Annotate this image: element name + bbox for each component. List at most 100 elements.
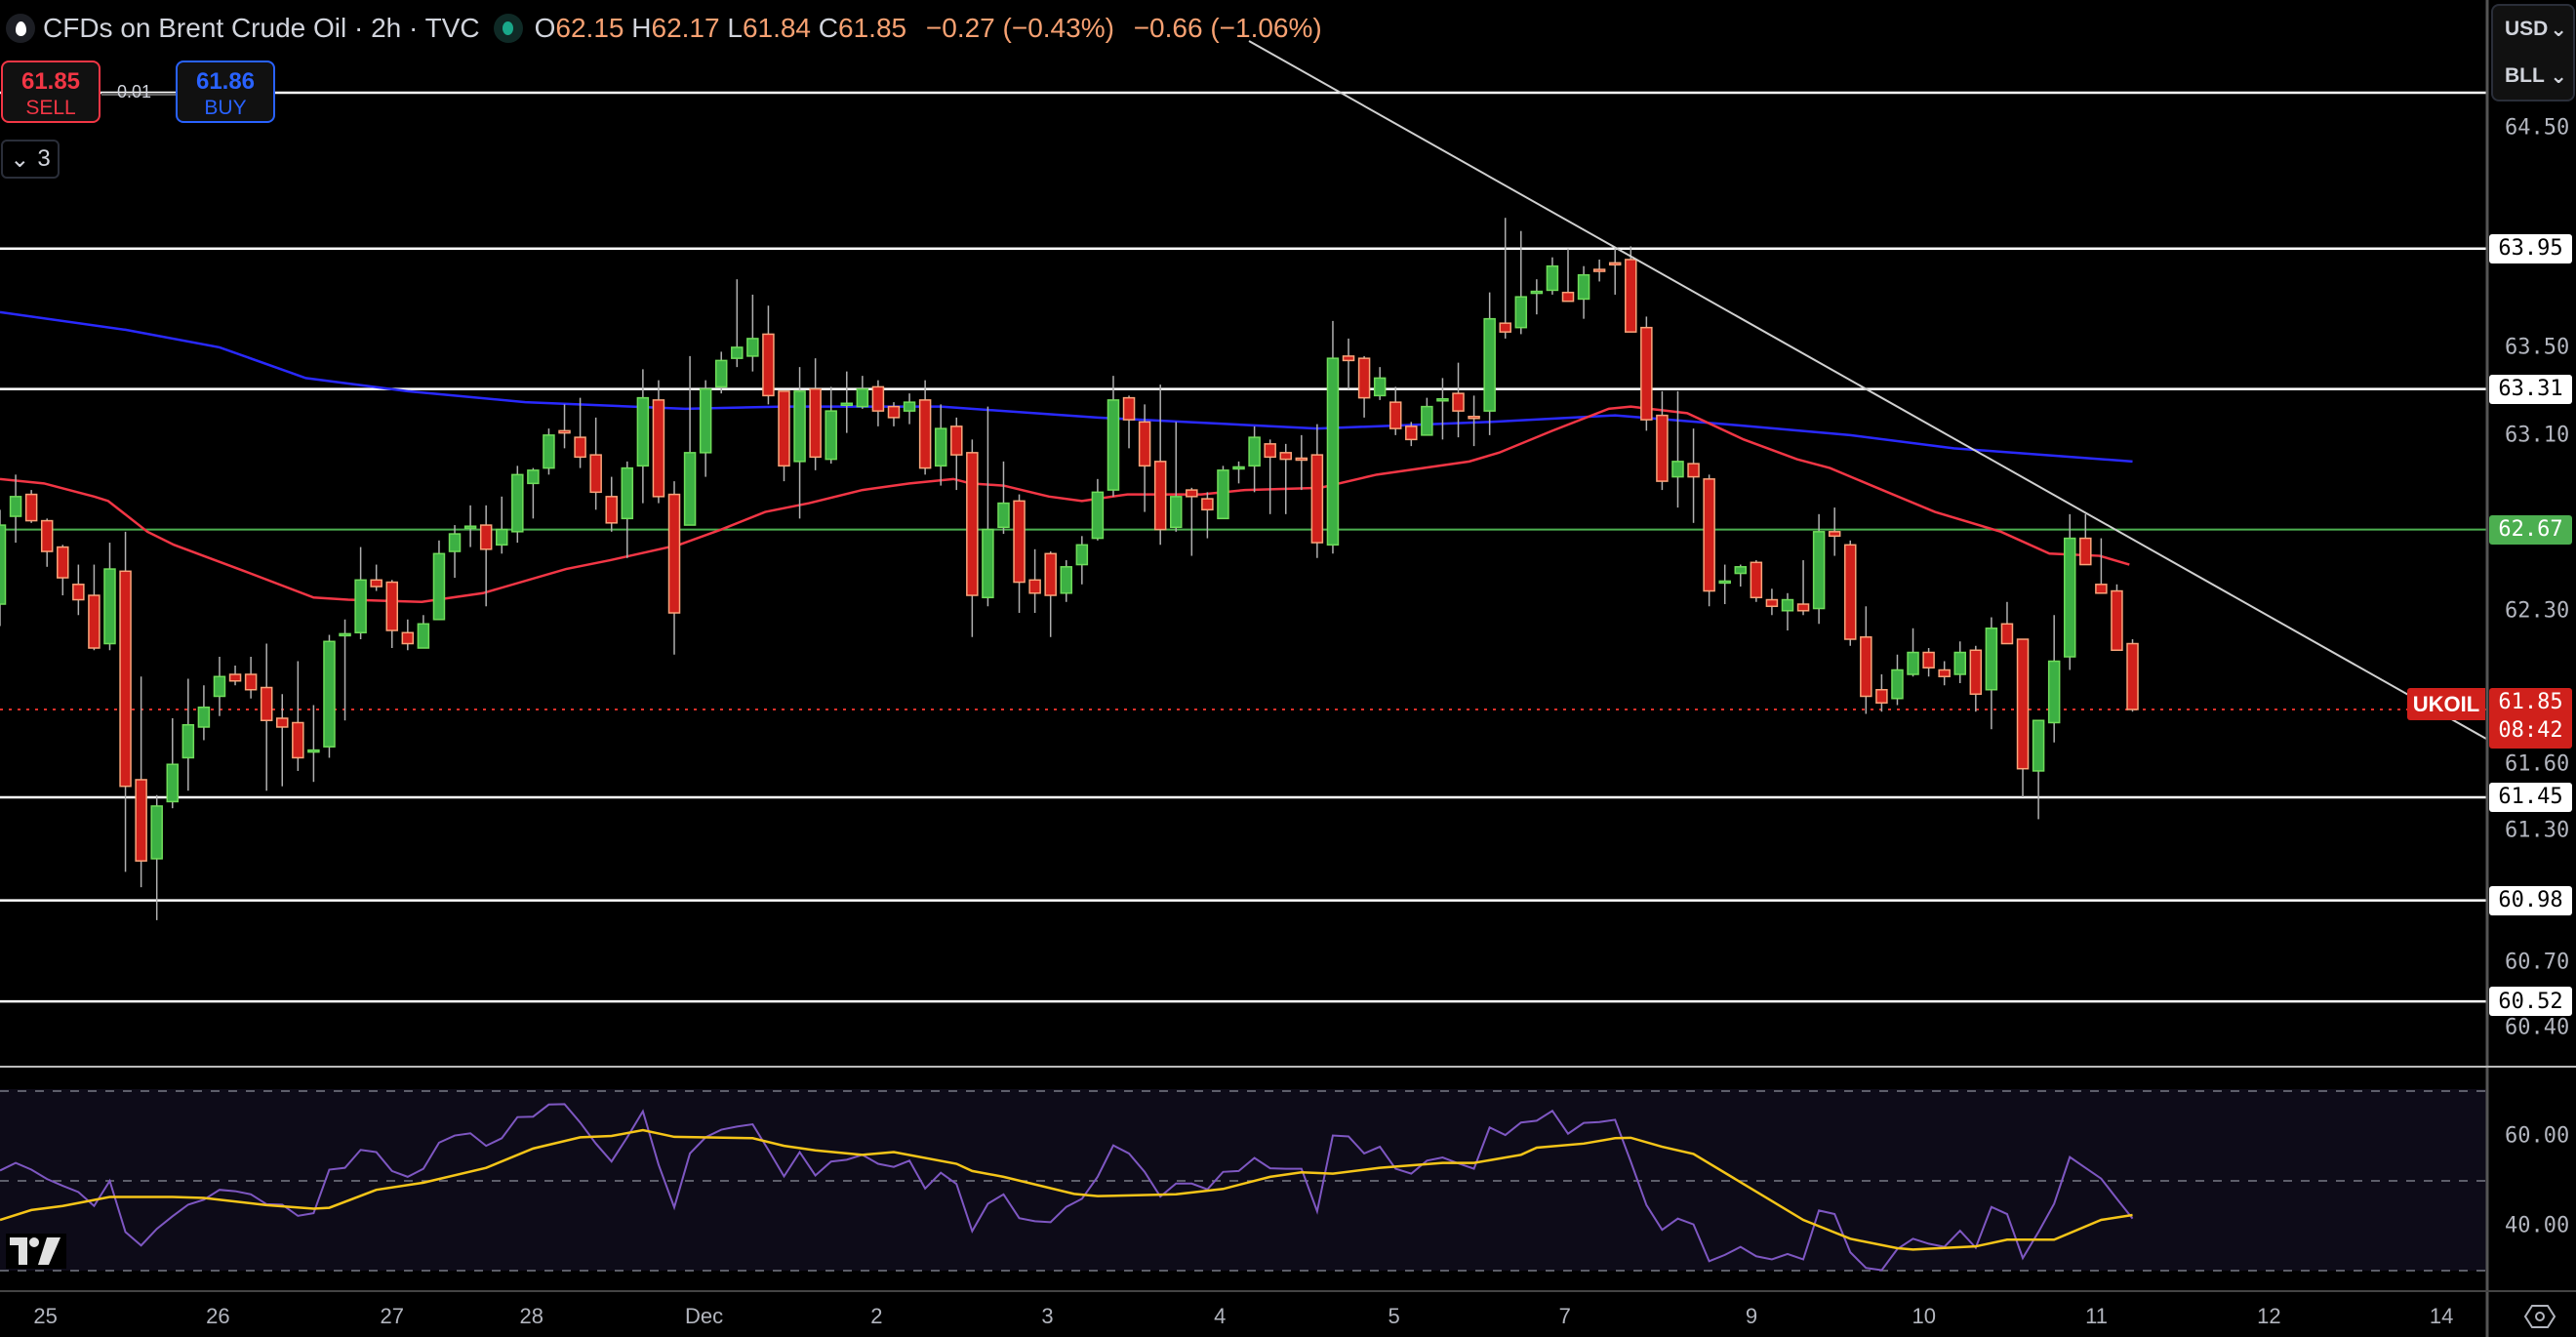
candle-body-up <box>1217 469 1229 520</box>
candles <box>0 218 2139 920</box>
candle <box>150 794 163 920</box>
candle-body-up <box>699 387 712 454</box>
close-label: C <box>818 13 839 43</box>
candle <box>1828 507 1841 556</box>
candle <box>605 476 618 532</box>
candle <box>1592 259 1606 282</box>
candle <box>1452 362 1465 438</box>
buy-button[interactable]: 61.86 BUY <box>176 61 275 123</box>
candle-body-down <box>228 673 242 682</box>
candle <box>1546 257 1559 295</box>
candle-body-down <box>1357 357 1371 399</box>
candle-body-down <box>809 387 822 459</box>
time-tick: 11 <box>2085 1304 2108 1328</box>
candle-body-down <box>1295 457 1308 462</box>
candle <box>339 619 351 721</box>
candle <box>1875 674 1888 712</box>
candle <box>1483 292 1496 435</box>
candle <box>479 505 493 607</box>
time-tick: 10 <box>1912 1304 1937 1328</box>
candle-body-up <box>527 469 540 485</box>
low-value: 61.84 <box>742 13 812 43</box>
candle-body-down <box>652 399 665 498</box>
candle-body-down <box>2095 584 2108 594</box>
time-tick: 12 <box>2257 1304 2281 1328</box>
candle <box>543 428 555 475</box>
candle-body-down <box>88 594 101 649</box>
candle-body-up <box>495 528 508 547</box>
trendline[interactable] <box>1248 40 2487 740</box>
candle <box>1075 536 1089 585</box>
candle-body-down <box>370 579 382 587</box>
time-tick: 27 <box>380 1304 404 1328</box>
candle <box>887 402 901 426</box>
candle <box>1217 466 1229 520</box>
axis-settings: USD ⌄ BLL ⌄ <box>2491 4 2575 101</box>
candle-body-up <box>2063 537 2076 658</box>
unit-dropdown[interactable]: BLL ⌄ <box>2493 53 2573 100</box>
candle-body-up <box>903 401 916 412</box>
candle-body-down <box>1264 443 1276 459</box>
candle-body-up <box>1891 668 1904 700</box>
candle-body-up <box>1060 566 1073 594</box>
candle <box>1122 395 1136 449</box>
settings-icon[interactable] <box>2523 1304 2556 1329</box>
candle-body-down <box>1468 415 1480 420</box>
symbol-title[interactable]: CFDs on Brent Crude Oil · 2h · TVC <box>43 13 480 43</box>
candle-body-up <box>636 396 650 467</box>
candle <box>1938 661 1951 686</box>
candle <box>589 417 602 510</box>
candle-body-down <box>2079 537 2092 566</box>
candle-body-up <box>354 579 367 634</box>
candle-body-down <box>605 496 618 524</box>
candle-body-up <box>543 434 555 469</box>
candle-body-up <box>448 533 462 552</box>
candle-body-down <box>1969 649 1983 695</box>
candle-body-up <box>1671 461 1684 478</box>
candle-body-down <box>1405 425 1418 441</box>
candle <box>1326 320 1340 554</box>
candle-body-up <box>1514 296 1528 329</box>
currency-dropdown[interactable]: USD ⌄ <box>2493 6 2573 53</box>
tradingview-logo-icon[interactable] <box>6 1234 66 1269</box>
candle <box>1436 378 1449 440</box>
candle <box>1201 492 1214 539</box>
candle-body-up <box>746 338 759 357</box>
sell-button[interactable]: 61.85 SELL <box>1 61 101 123</box>
high-label: H <box>631 13 652 43</box>
candle <box>903 393 916 425</box>
candle-body-up <box>621 466 634 520</box>
indicator-count: 3 <box>37 145 51 172</box>
candle <box>448 525 462 579</box>
rsi-band <box>0 1089 2486 1271</box>
candle-body-up <box>339 632 351 637</box>
candle-body-down <box>778 390 790 467</box>
candle <box>1357 355 1371 418</box>
candle <box>966 439 979 637</box>
candle-body-down <box>1279 452 1292 461</box>
candle-body-down <box>72 584 85 601</box>
time-tick: 9 <box>1745 1304 1758 1328</box>
currency-label: USD <box>2505 18 2549 40</box>
indicators-toggle-button[interactable]: ⌄ 3 <box>1 140 60 179</box>
candle <box>825 386 837 465</box>
candle <box>1860 606 1872 714</box>
candle <box>793 367 806 519</box>
candle-body-down <box>260 686 273 721</box>
market-status-icon[interactable] <box>493 14 523 43</box>
candle-body-down <box>871 385 885 412</box>
candle-body-up <box>1075 544 1089 566</box>
candle-body-down <box>950 425 963 456</box>
candle-body-down <box>1153 461 1167 531</box>
candle <box>778 390 790 482</box>
candle <box>0 509 7 627</box>
candle <box>417 615 430 649</box>
candle-body-down <box>1452 392 1465 412</box>
candle <box>1985 617 1998 730</box>
candle <box>1248 425 1261 493</box>
candle-body-up <box>1781 598 1794 612</box>
candle <box>1514 230 1528 335</box>
candle-body-up <box>432 552 446 621</box>
candle <box>871 380 885 426</box>
